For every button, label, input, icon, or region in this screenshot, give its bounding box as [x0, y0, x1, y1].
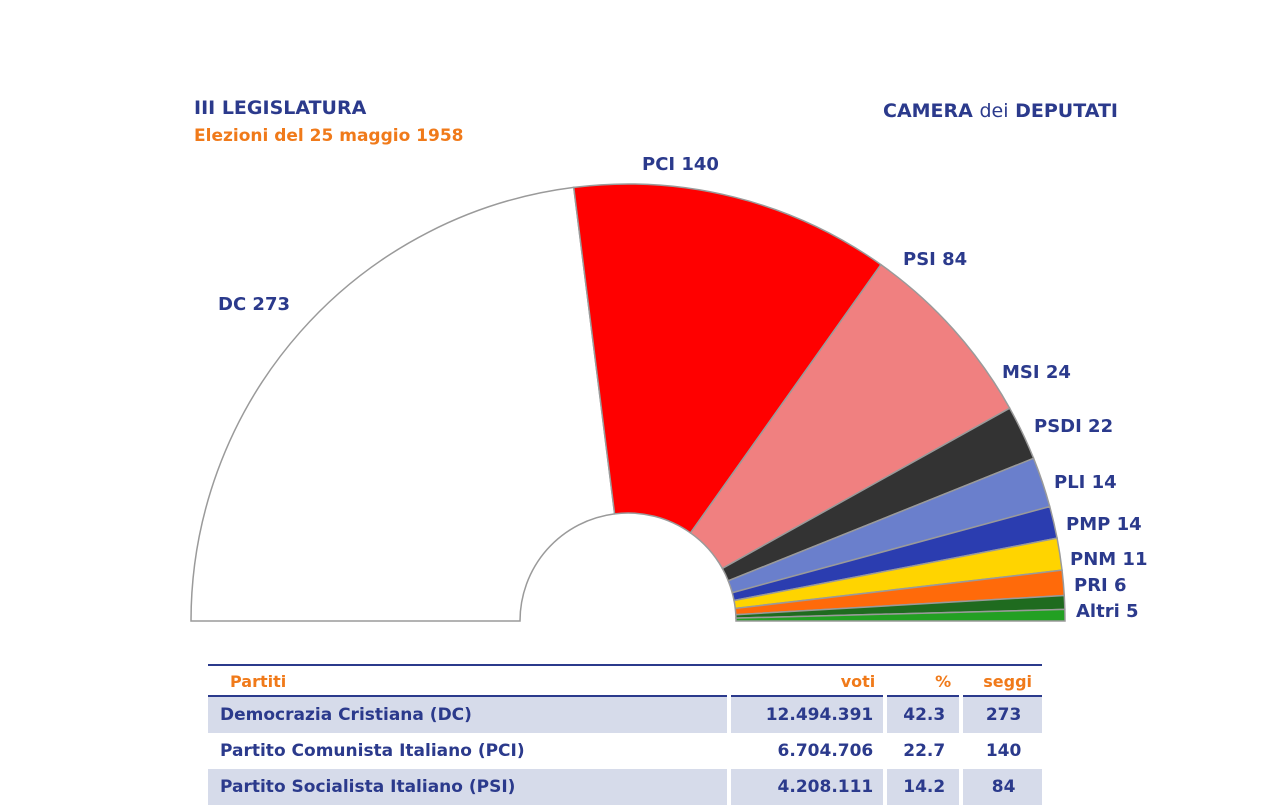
seat-label-psdi: PSDI 22 [1034, 416, 1113, 437]
seat-label-msi: MSI 24 [1002, 362, 1071, 383]
party-seats: 84 [961, 769, 1042, 805]
table-row: Democrazia Cristiana (DC) 12.494.391 42.… [208, 696, 1042, 733]
chamber-title-suffix: DEPUTATI [1008, 100, 1118, 122]
seat-segment-psi [689, 263, 1011, 570]
table-row: Partito Socialista Italiano (PSI) 4.208.… [208, 769, 1042, 805]
seat-label-dc: DC 273 [218, 294, 290, 315]
hemicycle-chart: DC 273 PCI 140 PSI 84 MSI 24 PSDI 22 PLI 14 PM… [190, 154, 1147, 622]
party-seats: 273 [961, 696, 1042, 733]
seat-segment-altri [735, 608, 1066, 622]
chamber-title: CAMERA dei DEPUTATI [883, 100, 1118, 122]
seat-segment-dc [190, 186, 616, 622]
seat-label-pci: PCI 140 [642, 154, 719, 175]
seat-label-pli: PLI 14 [1054, 472, 1117, 493]
seat-label-pri: PRI 6 [1074, 575, 1127, 596]
party-percent: 22.7 [885, 733, 964, 769]
party-name: Partito Comunista Italiano (PCI) [208, 733, 732, 769]
header-party: Partiti [208, 664, 730, 697]
chart-subtitle: Elezioni del 25 maggio 1958 [194, 126, 464, 146]
table-row: Partito Comunista Italiano (PCI) 6.704.7… [208, 733, 1042, 769]
party-percent: 14.2 [885, 769, 964, 805]
chamber-title-dei: dei [979, 100, 1009, 122]
chamber-title-prefix: CAMERA [883, 100, 980, 122]
party-votes: 6.704.706 [729, 733, 888, 769]
header-voti: voti [729, 664, 886, 697]
party-name: Partito Socialista Italiano (PSI) [208, 769, 732, 805]
party-seats: 140 [985, 741, 1022, 761]
header-seggi: seggi [961, 664, 1042, 697]
party-votes: 12.494.391 [729, 696, 888, 733]
results-table: Partiti voti % seggi Democrazia Cristian… [208, 664, 1042, 805]
seat-label-pmp: PMP 14 [1066, 514, 1142, 535]
seat-label-altri: Altri 5 [1076, 601, 1139, 622]
chart-title: III LEGISLATURA [194, 97, 367, 119]
seat-segment-pci [572, 183, 882, 534]
party-votes: 4.208.111 [729, 769, 888, 805]
party-percent: 42.3 [885, 696, 964, 733]
seat-label-pnm: PNM 11 [1070, 549, 1147, 570]
header-pct: % [885, 664, 962, 697]
seat-label-psi: PSI 84 [903, 249, 967, 270]
party-name: Democrazia Cristiana (DC) [208, 696, 732, 733]
table-header-row: Partiti voti % seggi [208, 664, 1042, 697]
